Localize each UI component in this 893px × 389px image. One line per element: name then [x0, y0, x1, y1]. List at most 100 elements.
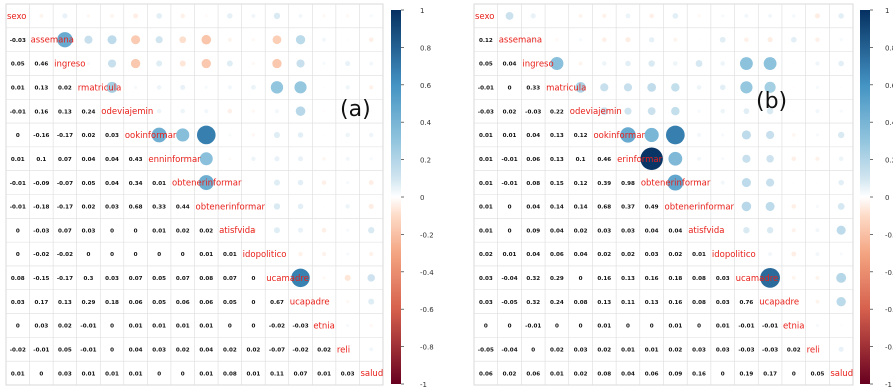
correlation-circle [346, 180, 350, 185]
correlation-value: 0 [16, 252, 20, 258]
correlation-value: 0.15 [550, 181, 564, 187]
correlation-circle [322, 299, 327, 304]
correlation-circle [180, 156, 185, 161]
correlation-circle [345, 156, 350, 161]
correlation-value: -0.03 [738, 347, 754, 353]
correlation-value: 0.16 [692, 371, 706, 377]
correlation-circle [151, 127, 167, 143]
correlation-circle [179, 36, 187, 44]
correlation-circle [578, 13, 583, 18]
correlation-circle [227, 85, 232, 90]
correlation-value: 0.02 [503, 371, 517, 377]
correlation-circle [665, 125, 685, 145]
correlation-value: 0.08 [11, 276, 25, 282]
correlation-circle [345, 85, 350, 90]
variable-label: obtenerinformar [172, 179, 242, 189]
correlation-value: 0.03 [716, 276, 730, 282]
colorbar-tick-label: 1 [420, 7, 424, 15]
correlation-circle [719, 36, 726, 43]
correlation-value: 0.05 [11, 62, 25, 68]
correlation-value: 0.03 [621, 228, 635, 234]
correlation-circle [744, 37, 749, 42]
variable-label: sexo [7, 12, 26, 22]
correlation-circle [578, 61, 583, 66]
correlation-circle [696, 85, 702, 90]
correlation-value: 0.08 [574, 300, 588, 306]
correlation-value: 0.33 [152, 205, 166, 211]
colorbar-tick-label: 0 [885, 194, 889, 202]
variable-label: ucamadre [736, 274, 779, 284]
correlation-circle [791, 275, 796, 280]
variable-label: enninformar [148, 155, 201, 165]
correlation-value: 0.01 [645, 347, 659, 353]
correlation-circle [156, 85, 162, 90]
correlation-value: 0 [251, 276, 255, 282]
correlation-value: 0.07 [58, 157, 72, 163]
correlation-circle [790, 36, 797, 43]
correlation-circle [791, 156, 797, 162]
correlation-value: 0.07 [294, 371, 308, 377]
correlation-circle [697, 109, 701, 113]
correlation-circle [369, 157, 373, 161]
correlation-value: -0.01 [33, 347, 49, 353]
correlation-circle [719, 84, 726, 91]
correlation-circle [198, 175, 214, 191]
correlation-circle [298, 13, 303, 18]
correlation-circle [768, 252, 773, 256]
correlation-value: 0.06 [526, 371, 540, 377]
correlation-circle [741, 130, 751, 140]
correlation-value: 0 [110, 252, 114, 258]
correlation-circle [836, 296, 846, 307]
correlation-value: 0.14 [574, 205, 588, 211]
correlation-value: 0.68 [129, 205, 143, 211]
correlation-circle [291, 268, 310, 288]
correlation-value: -0.01 [80, 324, 96, 330]
correlation-circle [251, 133, 256, 137]
correlation-circle [270, 81, 284, 94]
variable-label: ucapadre [290, 298, 330, 308]
correlation-circle [624, 107, 632, 115]
correlation-circle [322, 205, 326, 208]
correlation-value: 0.13 [550, 133, 564, 139]
correlation-circle [791, 251, 797, 257]
correlation-value: 0.05 [152, 300, 166, 306]
correlation-value: 0.08 [692, 300, 706, 306]
correlation-circle [816, 181, 819, 184]
correlation-value: 0.03 [105, 133, 119, 139]
colorbar [860, 10, 870, 384]
correlation-value: 0 [110, 347, 114, 353]
correlation-value: 0.67 [270, 300, 284, 306]
correlation-value: 0.01 [503, 133, 517, 139]
correlation-circle [180, 13, 185, 19]
correlation-value: 0 [697, 324, 701, 330]
correlation-circle [744, 13, 749, 18]
correlation-circle [792, 109, 795, 113]
correlation-value: -0.04 [501, 276, 517, 282]
correlation-value: 0.01 [152, 228, 166, 234]
correlation-value: 0.3 [84, 276, 94, 282]
correlation-circle [764, 81, 776, 93]
correlation-circle [555, 14, 559, 18]
correlation-circle [346, 228, 350, 232]
correlation-value: 0.24 [82, 109, 96, 115]
correlation-circle [768, 13, 773, 18]
correlation-circle [298, 251, 303, 257]
correlation-circle [322, 37, 327, 42]
correlation-circle [792, 86, 795, 89]
correlation-value: 0.03 [105, 276, 119, 282]
variable-label: etnia [783, 321, 805, 331]
correlation-circle [838, 13, 844, 19]
correlation-circle [196, 125, 216, 145]
correlation-value: 0.37 [621, 205, 635, 211]
correlation-circle [369, 85, 374, 90]
correlation-circle [739, 57, 753, 70]
variable-label: matricula [546, 83, 586, 93]
correlation-circle [668, 151, 683, 166]
correlation-circle [721, 14, 725, 18]
colorbar-tick-label: -0.2 [420, 231, 434, 239]
correlation-circle [697, 156, 701, 161]
correlation-circle [815, 156, 820, 161]
colorbar-tick-label: -0.6 [885, 306, 893, 314]
correlation-circle [839, 324, 843, 327]
